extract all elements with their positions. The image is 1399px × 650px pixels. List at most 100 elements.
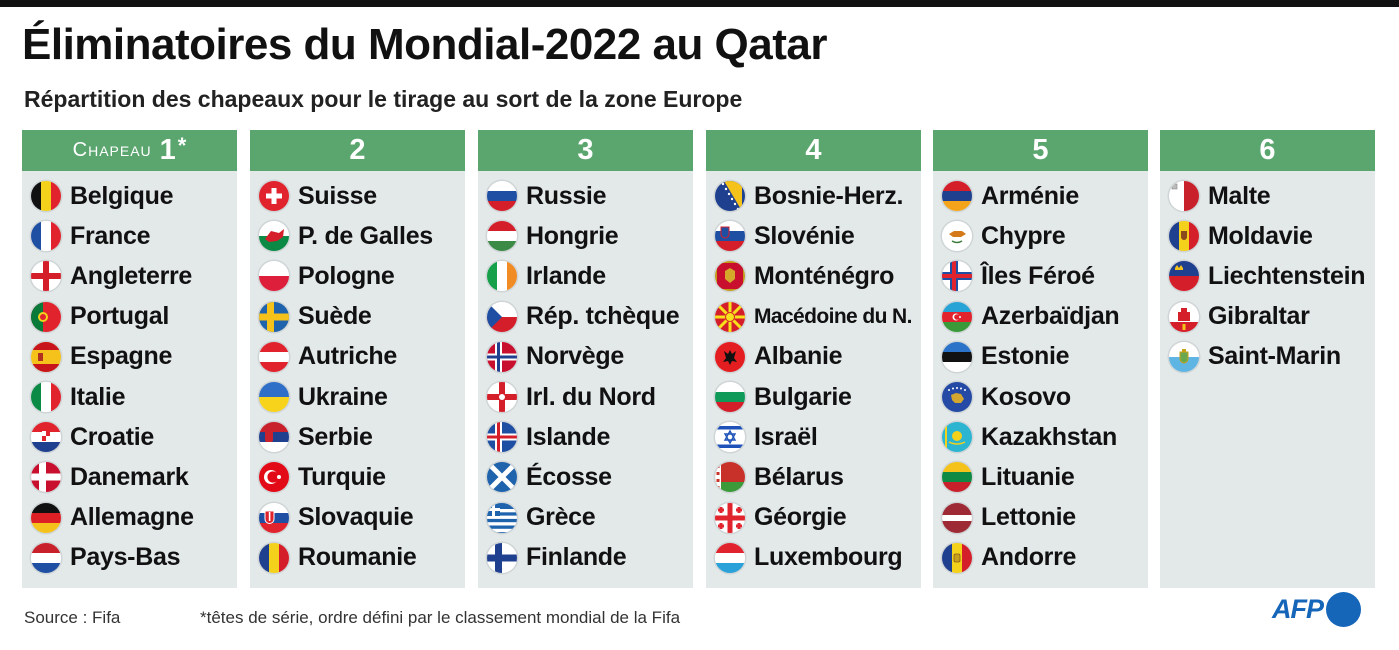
norway-flag-icon [487,341,517,372]
pot-word: Chapeau [72,139,152,161]
country-name: Bélarus [754,462,844,491]
country-row: Portugal [22,297,237,337]
country-row: Belgique [22,176,237,216]
country-row: Israël [706,417,921,457]
pot-column-2: 2 Suisse P. de Galles Pologne Suède Autriche U… [250,130,465,588]
pot-column-6: 6 Malte Moldavie Liechtenstein Gibraltar Sain… [1160,130,1375,588]
country-row: Saint-Marin [1160,337,1375,377]
country-row: Malte [1160,176,1375,216]
afp-logo-text: AFP [1272,594,1324,624]
country-name: Hongrie [526,221,619,250]
portugal-flag-icon [31,301,61,332]
country-row: Irl. du Nord [478,377,693,417]
country-row: Russie [478,176,693,216]
hungary-flag-icon [487,221,517,252]
country-name: Pays-Bas [70,543,181,572]
kosovo-flag-icon [942,382,972,413]
france-flag-icon [31,221,61,252]
country-row: Écosse [478,457,693,497]
country-name: Danemark [70,462,189,491]
country-row: Angleterre [22,256,237,296]
country-name: Suède [298,302,372,331]
country-row: Roumanie [250,538,465,578]
country-name: Géorgie [754,503,847,532]
latvia-flag-icon [942,502,972,533]
country-list: Belgique France Angleterre Portugal Espagne I… [22,176,237,578]
estonia-flag-icon [942,341,972,372]
belgium-flag-icon [31,181,61,212]
country-name: Bulgarie [754,382,852,411]
country-row: Lettonie [933,498,1148,538]
spain-flag-icon [31,341,61,372]
top-bar [0,0,1399,7]
slovenia-flag-icon [715,221,745,252]
israel-flag-icon [715,422,745,453]
country-name: Albanie [754,342,843,371]
wales-flag-icon [259,221,289,252]
country-list: Suisse P. de Galles Pologne Suède Autriche Uk… [250,176,465,578]
country-name: Liechtenstein [1208,261,1366,290]
country-name: Belgique [70,181,174,210]
czech-republic-flag-icon [487,301,517,332]
country-name: Russie [526,181,607,210]
country-name: Slovaquie [298,503,414,532]
country-row: Hongrie [478,216,693,256]
england-flag-icon [31,261,61,292]
page-title: Éliminatoires du Mondial-2022 au Qatar [22,20,828,69]
pot-number: 2 [349,134,366,166]
country-name: Andorre [981,543,1077,572]
country-name: Autriche [298,342,398,371]
country-name: Kosovo [981,382,1071,411]
country-name: Malte [1208,181,1271,210]
country-name: Italie [70,382,126,411]
country-name: Macédoine du N. [754,304,912,328]
country-row: Liechtenstein [1160,256,1375,296]
pot-header: 2 [250,130,465,171]
azerbaijan-flag-icon [942,301,972,332]
moldova-flag-icon [1169,221,1199,252]
source-text: Source : Fifa [24,608,121,627]
ukraine-flag-icon [259,382,289,413]
ireland-flag-icon [487,261,517,292]
country-row: Norvège [478,337,693,377]
country-row: Irlande [478,256,693,296]
country-row: Îles Féroé [933,256,1148,296]
pot-number: 6 [1259,134,1276,166]
country-list: Bosnie-Herz. Slovénie Monténégro Macédoine … [706,176,921,578]
country-name: Espagne [70,342,173,371]
country-row: Kazakhstan [933,417,1148,457]
country-name: Chypre [981,221,1066,250]
country-name: Gibraltar [1208,302,1310,331]
country-name: Israël [754,422,818,451]
country-name: Irlande [526,261,606,290]
pot-column-1: Chapeau 1 * Belgique France Angleterre Portuga… [22,130,237,588]
country-row: Bélarus [706,457,921,497]
malta-flag-icon [1169,181,1199,212]
country-row: P. de Galles [250,216,465,256]
country-name: Islande [526,422,611,451]
country-name: Irl. du Nord [526,382,656,411]
country-name: Moldavie [1208,221,1313,250]
scotland-flag-icon [487,462,517,493]
pot-number: 4 [805,134,822,166]
country-row: Pologne [250,256,465,296]
country-row: Espagne [22,337,237,377]
country-row: Monténégro [706,256,921,296]
country-row: Andorre [933,538,1148,578]
country-row: Italie [22,377,237,417]
bosnia-flag-icon [715,181,745,212]
country-name: Portugal [70,302,169,331]
country-name: Suisse [298,181,377,210]
country-name: Angleterre [70,261,193,290]
gibraltar-flag-icon [1169,301,1199,332]
country-row: France [22,216,237,256]
armenia-flag-icon [942,181,972,212]
belarus-flag-icon [715,462,745,493]
pot-number: 3 [577,134,594,166]
footnote-text: *têtes de série, ordre défini par le cla… [200,608,681,627]
country-name: Norvège [526,342,624,371]
turkey-flag-icon [259,462,289,493]
pot-header: 5 [933,130,1148,171]
country-list: Arménie Chypre Îles Féroé Azerbaïdjan Estoni… [933,176,1148,578]
country-name: Ukraine [298,382,388,411]
